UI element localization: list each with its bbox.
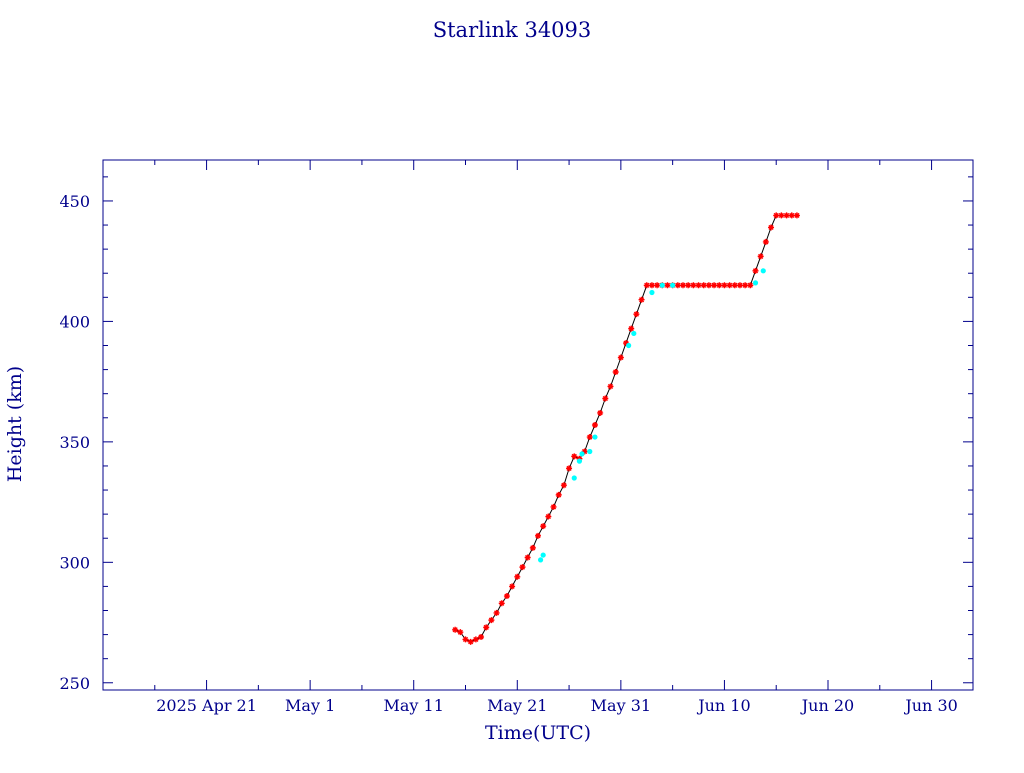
data-point-star — [555, 491, 562, 498]
data-point-star — [571, 453, 578, 460]
data-point-star — [664, 282, 671, 289]
data-point-star — [607, 383, 614, 390]
data-point-star — [793, 212, 800, 219]
data-point-star — [478, 634, 485, 640]
data-point-star — [731, 282, 738, 289]
data-point-star — [716, 282, 723, 289]
x-axis-label: Time(UTC) — [485, 722, 591, 744]
data-point-star — [648, 282, 655, 289]
data-point-star — [654, 282, 661, 289]
data-point-star — [560, 482, 567, 489]
data-point-star — [633, 311, 640, 318]
data-point-star — [690, 282, 697, 289]
plot-area: 2025 Apr 21 May 1 May 11 May 21 May 31 Jun 10… — [59, 159, 974, 715]
data-point-star — [747, 282, 754, 289]
data-point-star — [638, 296, 645, 303]
data-point-star — [503, 593, 510, 600]
data-point-star — [488, 617, 495, 624]
x-tick-label: May 31 — [591, 696, 651, 715]
y-tick-label: 350 — [59, 433, 90, 452]
data-point-star — [535, 532, 541, 539]
data-point-star — [721, 282, 728, 289]
data-point-dot — [576, 458, 583, 464]
data-point-star — [602, 395, 609, 402]
data-point-star — [685, 282, 692, 289]
data-point-dot — [626, 342, 632, 349]
data-point-star — [493, 609, 500, 616]
data-point-star — [591, 422, 598, 428]
data-point-star — [597, 409, 604, 416]
data-point-star — [705, 282, 712, 289]
data-point-star — [586, 434, 593, 441]
data-point-dot — [670, 282, 676, 288]
data-point-star — [768, 224, 775, 231]
data-point-star — [566, 465, 573, 472]
plot-frame — [102, 159, 974, 691]
data-point-star — [519, 564, 526, 571]
x-tick-label: May 11 — [384, 696, 444, 715]
data-point-star — [695, 282, 702, 289]
data-point-star — [711, 282, 718, 289]
data-point-star — [628, 325, 635, 332]
data-point-star — [674, 282, 681, 289]
data-point-star — [457, 629, 464, 636]
x-tick-label: 2025 Apr 21 — [156, 696, 257, 715]
y-axis-label: Height (km) — [4, 366, 26, 482]
data-point-star — [736, 282, 743, 289]
y-tick-label: 400 — [59, 312, 90, 331]
data-point-star — [467, 638, 474, 645]
x-tick-label: Jun 30 — [903, 696, 957, 715]
data-point-star — [498, 600, 505, 607]
y-tick-label: 300 — [59, 553, 90, 572]
data-point-star — [452, 626, 459, 633]
data-point-dot — [631, 330, 637, 337]
data-point-star — [643, 282, 650, 289]
data-point-star — [514, 573, 521, 580]
data-point-star — [617, 354, 624, 361]
data-point-star — [742, 282, 749, 289]
data-point-star — [773, 212, 780, 219]
x-tick-label: May 1 — [285, 696, 335, 715]
data-point-star — [778, 212, 785, 219]
data-point-star — [524, 554, 531, 561]
data-point-dot — [592, 434, 598, 440]
data-point-star — [540, 523, 547, 530]
data-point-dot — [659, 282, 665, 288]
x-tick-label: Jun 20 — [800, 696, 854, 715]
data-point-dot — [537, 557, 544, 563]
chart-title: Starlink 34093 — [433, 18, 592, 42]
data-point-star — [581, 448, 588, 455]
data-point-star — [623, 340, 630, 347]
data-point-dot — [587, 448, 593, 455]
data-point-star — [472, 636, 479, 643]
data-point-dot — [760, 268, 766, 274]
data-point-star — [783, 212, 790, 219]
x-tick-label: May 21 — [487, 696, 547, 715]
data-point-star — [762, 238, 769, 245]
y-tick-label: 450 — [59, 192, 90, 211]
data-point-star — [612, 369, 619, 375]
data-point-star — [726, 282, 733, 289]
data-point-dot — [571, 475, 577, 481]
data-point-star — [529, 544, 536, 551]
data-point-star — [752, 267, 759, 274]
x-tick-label: Jun 10 — [696, 696, 750, 715]
data-point-star — [483, 624, 490, 631]
data-point-dot — [752, 280, 759, 286]
data-point-dot — [649, 289, 655, 296]
data-point-star — [757, 253, 764, 260]
y-tick-label: 250 — [59, 674, 90, 693]
data-point-star — [680, 282, 686, 289]
data-point-dot — [540, 552, 546, 558]
data-point-star — [462, 636, 469, 643]
data-point-star — [509, 583, 516, 590]
data-point-star — [788, 212, 795, 219]
series-line — [454, 214, 797, 643]
data-point-star — [545, 513, 552, 520]
data-point-star — [550, 503, 557, 510]
data-point-dot — [579, 451, 585, 457]
data-point-star — [700, 282, 707, 289]
